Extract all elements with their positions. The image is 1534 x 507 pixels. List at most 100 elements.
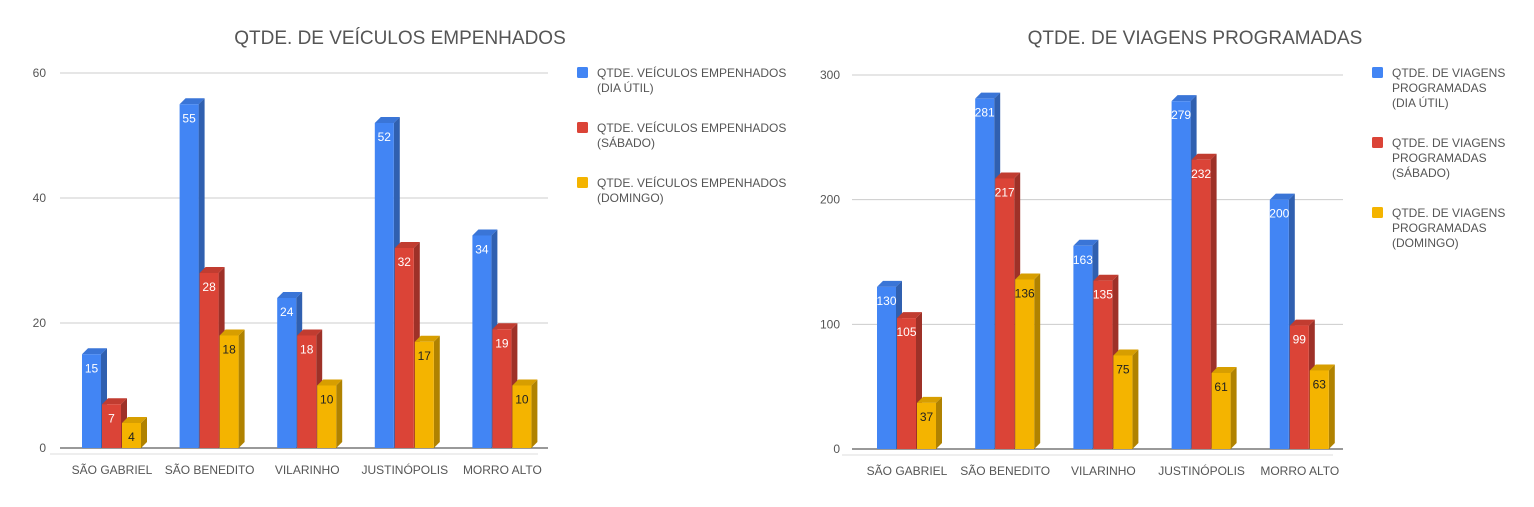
- vehicles-bar-front: [414, 341, 434, 448]
- trips-bar-top: [1171, 95, 1197, 102]
- trips-bar-top: [995, 172, 1021, 179]
- trips-bar-front: [1289, 325, 1309, 449]
- trips-bar-top: [897, 312, 922, 319]
- trips-bar-top: [917, 396, 942, 403]
- trips-bar-front: [897, 318, 916, 449]
- vehicles-bar-top: [199, 267, 225, 273]
- trips-legend-label: PROGRAMADAS: [1392, 151, 1487, 165]
- trips-x-tick-label: SÃO GABRIEL: [867, 464, 948, 478]
- vehicles-data-label: 34: [475, 243, 489, 257]
- vehicles-legend-label: QTDE. VEÍCULOS EMPENHADOS: [597, 120, 786, 135]
- trips-y-tick-label: 0: [833, 442, 840, 456]
- vehicles-legend-label: (DOMINGO): [597, 191, 664, 205]
- trips-bar: [1093, 274, 1119, 449]
- trips-legend-label: PROGRAMADAS: [1392, 81, 1487, 95]
- vehicles-bar-front: [297, 335, 317, 448]
- trips-data-label: 75: [1116, 363, 1130, 377]
- vehicles-bar-top: [82, 348, 107, 355]
- vehicles-x-tick-label: VILARINHO: [275, 463, 340, 477]
- trips-data-label: 200: [1269, 207, 1289, 221]
- trips-legend-swatch: [1372, 207, 1383, 218]
- vehicles-bar: [122, 417, 147, 448]
- trips-legend-label: QTDE. DE VIAGENS: [1392, 136, 1505, 150]
- vehicles-legend-swatch: [577, 67, 588, 78]
- trips-bar-front: [1211, 372, 1231, 449]
- vehicles-data-label: 52: [378, 130, 392, 144]
- vehicles-data-label: 18: [222, 343, 236, 357]
- trips-y-tick-label: 200: [820, 193, 840, 207]
- trips-x-tick-label: MORRO ALTO: [1260, 464, 1339, 478]
- trips-bar: [1309, 364, 1335, 449]
- vehicles-data-label: 10: [515, 393, 529, 407]
- trips-bar-top: [1093, 274, 1119, 281]
- vehicles-data-label: 18: [300, 343, 314, 357]
- trips-chart-svg: QTDE. DE VIAGENS PROGRAMADAS 0 100 200 300 13…: [820, 28, 1505, 478]
- trips-legend-label: QTDE. DE VIAGENS: [1392, 66, 1505, 80]
- trips-bar-front: [1171, 101, 1191, 450]
- trips-bar-front: [995, 178, 1015, 449]
- vehicles-legend-label: QTDE. VEÍCULOS EMPENHADOS: [597, 175, 786, 190]
- vehicles-bar-front: [82, 354, 101, 448]
- vehicles-x-tick-label: SÃO BENEDITO: [165, 463, 255, 477]
- trips-data-label: 135: [1093, 288, 1113, 302]
- vehicles-bar: [317, 379, 343, 448]
- trips-bar-front: [1073, 245, 1093, 449]
- vehicles-bar-front: [102, 404, 121, 448]
- vehicles-bar: [414, 335, 440, 448]
- trips-bar-top: [877, 280, 902, 287]
- vehicles-bar-side: [433, 335, 440, 448]
- vehicles-legend-label: QTDE. VEÍCULOS EMPENHADOS: [597, 65, 786, 80]
- vehicles-y-tick-label: 60: [33, 66, 47, 80]
- vehicles-legend-item[interactable]: QTDE. VEÍCULOS EMPENHADOS(DOMINGO): [577, 175, 786, 205]
- trips-legend-label: QTDE. DE VIAGENS: [1392, 206, 1505, 220]
- trips-x-tick-label: SÃO BENEDITO: [960, 464, 1050, 478]
- vehicles-y-tick-label: 0: [39, 441, 46, 455]
- trips-y-tick-label: 300: [820, 68, 840, 82]
- vehicles-data-label: 28: [202, 280, 216, 294]
- trips-bar-top: [1113, 349, 1139, 356]
- trips-legend-label: (DIA ÚTIL): [1392, 95, 1449, 110]
- vehicles-data-label: 55: [182, 111, 196, 125]
- vehicles-x-tick-label: SÃO GABRIEL: [72, 463, 153, 477]
- vehicles-bar-front: [122, 423, 141, 448]
- trips-data-label: 232: [1191, 167, 1211, 181]
- vehicles-bar-top: [179, 98, 205, 105]
- trips-legend-swatch: [1372, 67, 1383, 78]
- vehicles-bar-side: [141, 417, 147, 448]
- trips-bar-top: [1309, 364, 1335, 371]
- vehicles-data-label: 7: [108, 411, 115, 425]
- vehicles-bar-front: [512, 385, 532, 448]
- vehicles-chart-title: QTDE. DE VEÍCULOS EMPENHADOS: [234, 28, 566, 49]
- vehicles-data-label: 24: [280, 305, 294, 319]
- vehicles-bar-front: [317, 385, 337, 448]
- vehicles-legend-label: (DIA ÚTIL): [597, 80, 654, 95]
- vehicles-legend-item[interactable]: QTDE. VEÍCULOS EMPENHADOS(SÁBADO): [577, 120, 786, 150]
- trips-bar-front: [1191, 159, 1211, 450]
- vehicles-bar-top: [297, 329, 323, 336]
- vehicles-data-label: 10: [320, 393, 334, 407]
- trips-bar-top: [1269, 193, 1295, 200]
- vehicles-x-tick-label: JUSTINÓPOLIS: [361, 462, 448, 477]
- trips-x-tick-label: VILARINHO: [1071, 464, 1136, 478]
- vehicles-chart: QTDE. DE VEÍCULOS EMPENHADOS 0 20 40 60 15 55 2…: [33, 28, 787, 477]
- trips-bar-front: [1015, 279, 1035, 449]
- vehicles-data-label: 19: [495, 336, 509, 350]
- trips-x-tick-label: JUSTINÓPOLIS: [1158, 463, 1245, 478]
- trips-chart-title: QTDE. DE VIAGENS PROGRAMADAS: [1028, 28, 1363, 49]
- trips-bar-side: [936, 396, 942, 449]
- trips-bar-top: [1073, 239, 1099, 246]
- trips-bar: [1211, 366, 1237, 449]
- vehicles-legend-item[interactable]: QTDE. VEÍCULOS EMPENHADOS(DIA ÚTIL): [577, 65, 786, 95]
- vehicles-bar-front: [394, 248, 414, 448]
- trips-legend-label: (DOMINGO): [1392, 236, 1459, 250]
- trips-bar-front: [917, 402, 936, 449]
- vehicles-bar-side: [336, 379, 343, 448]
- vehicles-bar-top: [122, 417, 147, 423]
- vehicles-bar-front: [492, 329, 512, 448]
- trips-bar-top: [975, 92, 1001, 99]
- vehicles-bar-side: [238, 329, 245, 448]
- vehicles-bar-top: [374, 117, 400, 123]
